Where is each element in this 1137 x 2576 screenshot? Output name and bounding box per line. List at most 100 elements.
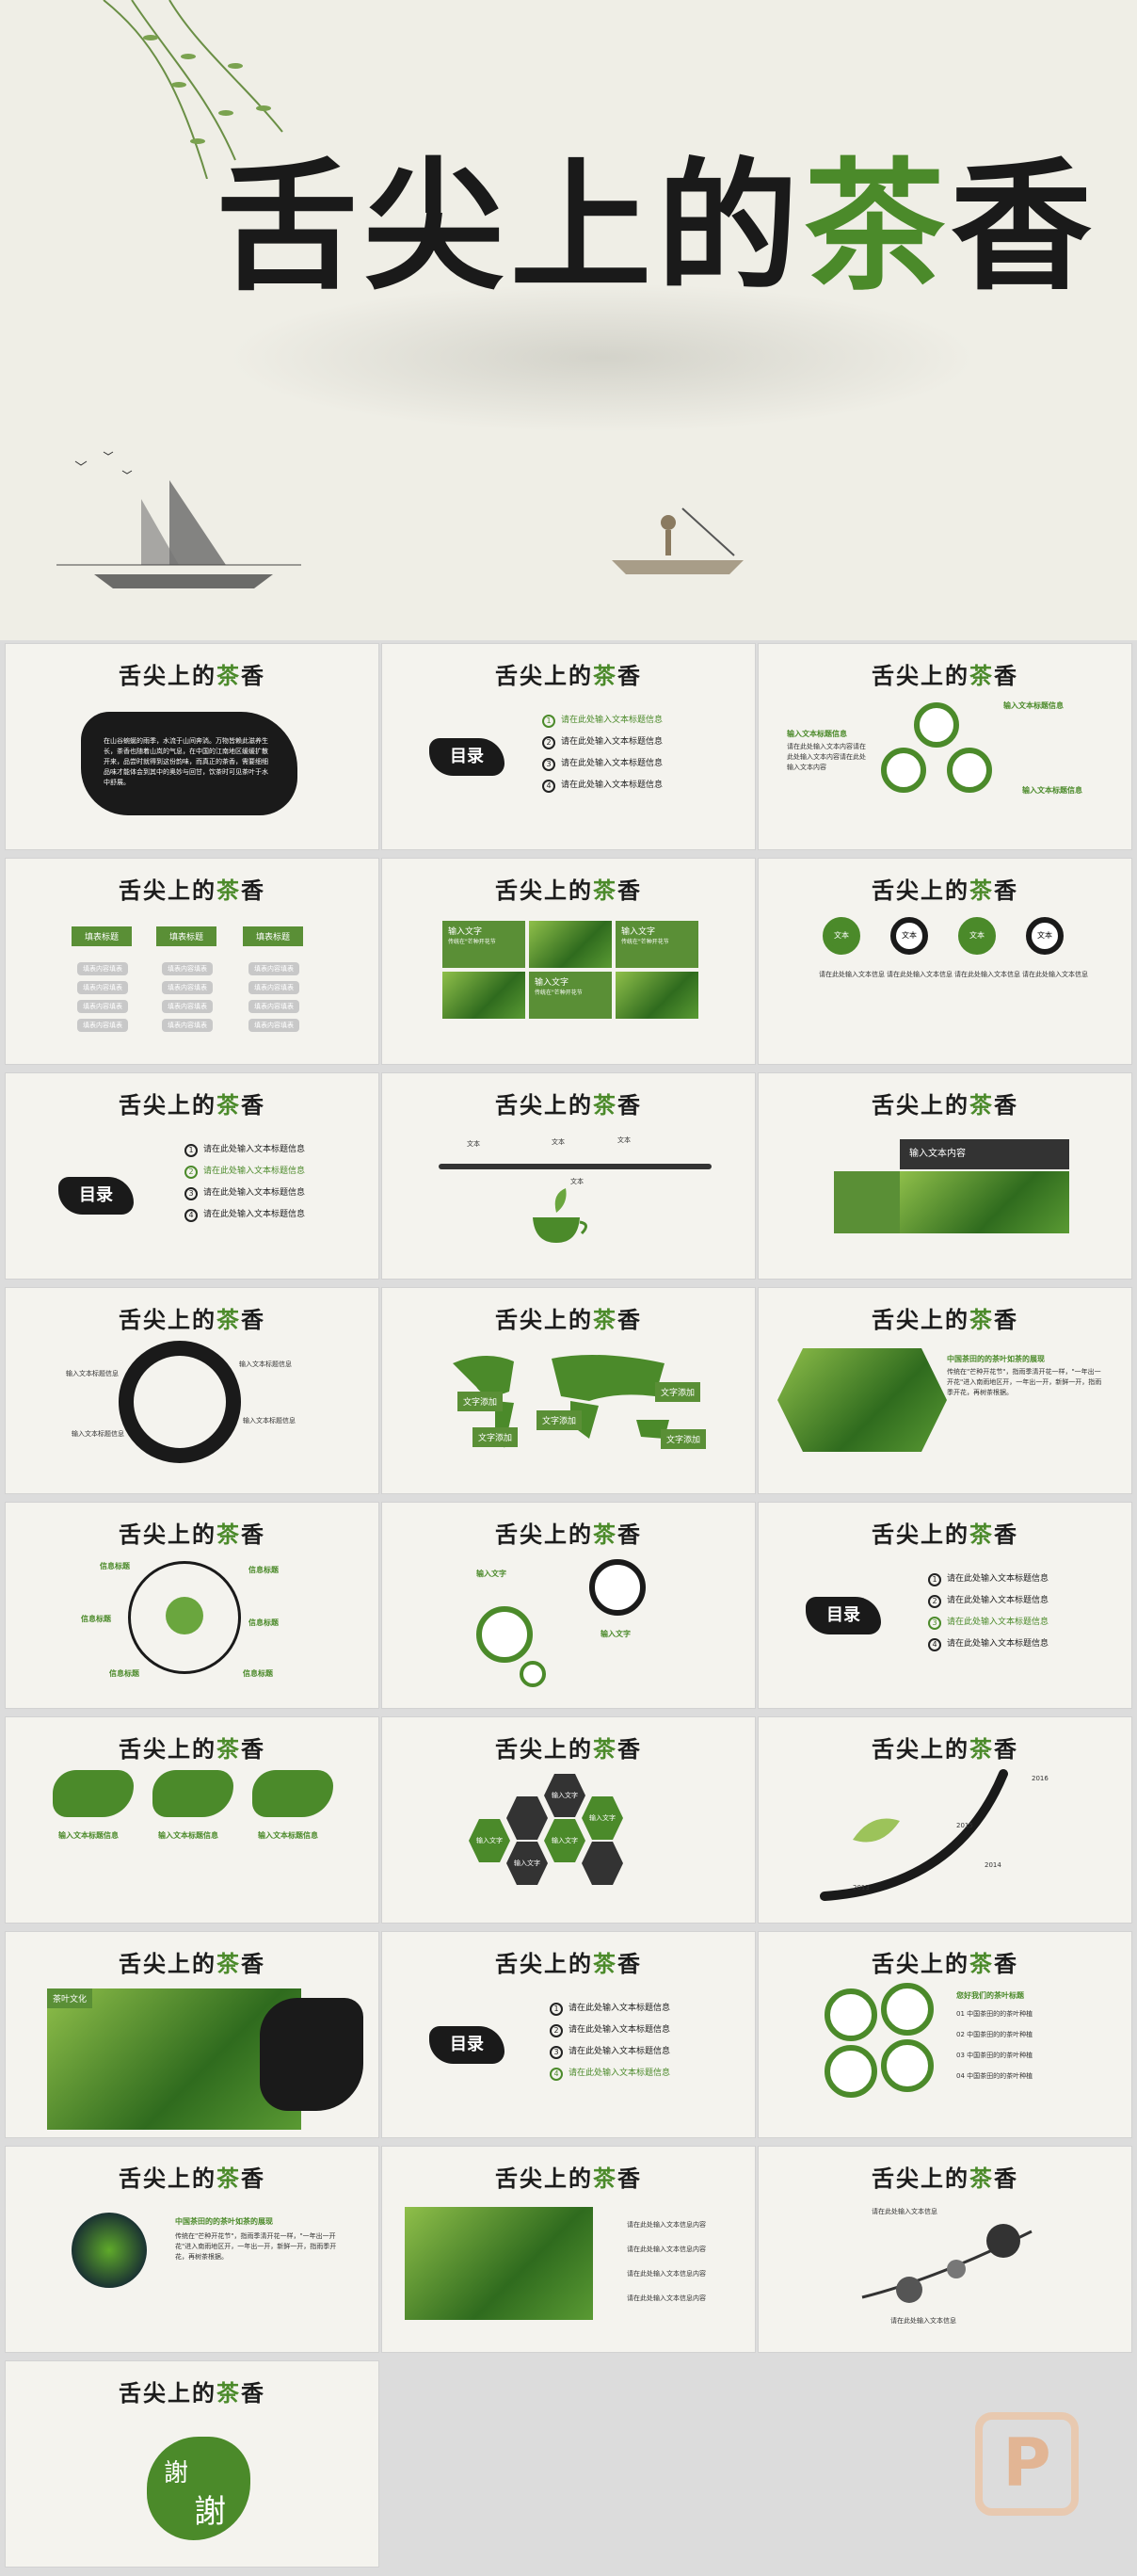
slide-years-curve[interactable]: 舌尖上的茶香 2016 2015 2014 2013 <box>758 1716 1132 1924</box>
slide-ink-flower[interactable]: 舌尖上的茶香 请在此处输入文本信息 请在此处输入文本信息 <box>758 2146 1132 2353</box>
logo-a: 舌尖上的 <box>119 662 216 689</box>
tea-cup-icon <box>533 1188 587 1243</box>
menu-list: 1 请在此处输入文本标题信息 2 请在此处输入文本标题信息 3 请在此处输入文本标题信… <box>542 710 663 797</box>
logo-a: 舌尖上的 <box>119 1091 216 1119</box>
tea-field-photo <box>529 921 612 968</box>
slide-ink-leaf[interactable]: 舌尖上的茶香 中国茶田的的茶叶如茶的展现 传统在"芒种开花节"，指雨季清开花一样… <box>5 2146 379 2353</box>
ink-flower-branch <box>861 2224 1033 2303</box>
menu-item[interactable]: 2 请在此处输入文本标题信息 <box>928 1590 1049 1612</box>
hex-cell <box>506 1796 548 1840</box>
menu-item[interactable]: 1 请在此处输入文本标题信息 <box>184 1139 305 1161</box>
slide-world-map[interactable]: 舌尖上的茶香 文字添加 文字添加 文字添加 文字添加 文字添加 <box>381 1287 756 1494</box>
photo-tag: 茶叶文化 <box>47 1988 93 2008</box>
green-ring <box>881 2039 934 2092</box>
menu-item[interactable]: 3 请在此处输入文本标题信息 <box>542 753 663 775</box>
logo-c: 香 <box>617 1950 642 1977</box>
logo-c: 香 <box>994 1521 1018 1548</box>
slide-ink-circle[interactable]: 舌尖上的茶香 输入文本标题信息 输入文本标题信息 输入文本标题信息 输入文本标题… <box>5 1287 379 1494</box>
table-tab[interactable]: 填表标题 <box>243 926 303 946</box>
slide-timeline-cup[interactable]: 舌尖上的茶香 文本 文本 文本 文本 <box>381 1072 756 1280</box>
logo-b: 茶 <box>593 877 617 904</box>
slide-four-rings[interactable]: 舌尖上的茶香 文本 文本 文本 文本 请在此处输入文本信息 请在此处输入文本信息… <box>758 858 1132 1065</box>
slide-four-circles-list[interactable]: 舌尖上的茶香 您好我们的茶叶标题 01 中国茶田的的茶叶种植 02 中国茶田的的… <box>758 1931 1132 2138</box>
right-title-2: 输入文本标题信息 <box>1022 786 1082 795</box>
slide-photo-grid[interactable]: 舌尖上的茶香 输入文字 传统在"芒种开花节 输入文字 传统在"芒种开花节 输入文字传… <box>381 858 756 1065</box>
slide-big-photo[interactable]: 舌尖上的茶香 茶叶文化 <box>5 1931 379 2138</box>
slide-logo: 舌尖上的茶香 <box>382 1301 755 1334</box>
watermark-logo: P <box>975 2412 1079 2516</box>
tea-ring <box>914 702 959 748</box>
menu-item[interactable]: 4 请在此处输入文本标题信息 <box>550 2063 670 2085</box>
mountain-mist <box>226 282 979 433</box>
slide-logo: 舌尖上的茶香 <box>6 657 378 690</box>
slide-table[interactable]: 舌尖上的茶香 填表标题 填表标题 填表标题 填表内容填表 填表内容填表 填表内容… <box>5 858 379 1065</box>
menu-item[interactable]: 1 请在此处输入文本标题信息 <box>542 710 663 732</box>
table-tab[interactable]: 填表标题 <box>156 926 216 946</box>
logo-a: 舌尖上的 <box>495 662 593 689</box>
cycle-label: 信息标题 <box>109 1669 139 1678</box>
map-label: 文字添加 <box>661 1429 707 1449</box>
flower-label: 请在此处输入文本信息 <box>872 2208 937 2215</box>
splash-title: 输入文本标题信息 <box>158 1831 218 1840</box>
menu-item[interactable]: 3 请在此处输入文本标题信息 <box>550 2041 670 2063</box>
slide-photo-list[interactable]: 舌尖上的茶香 请在此处输入文本信息内容 请在此处输入文本信息内容 请在此处输入文… <box>381 2146 756 2353</box>
circle-label: 输入文本标题信息 <box>239 1360 292 1368</box>
menu-item-label: 请在此处输入文本标题信息 <box>947 1618 1049 1627</box>
table-cell: 填表内容填表 <box>248 981 299 994</box>
slide-logo: 舌尖上的茶香 <box>759 1516 1131 1549</box>
cycle-label: 信息标题 <box>248 1566 279 1574</box>
menu-item-label: 请在此处输入文本标题信息 <box>947 1639 1049 1649</box>
slide-hex-photo[interactable]: 舌尖上的茶香 中国茶田的的茶叶如茶的展现 传统在"芒种开花节"，指雨季清开花一样… <box>758 1287 1132 1494</box>
slide-intro[interactable]: 舌尖上的茶香 在山谷蜿蜒的雨季，水流于山间奔淌。万物皆赖此滋养生长，茶香也随着山… <box>5 643 379 850</box>
logo-c: 香 <box>241 1950 265 1977</box>
table-tab[interactable]: 填表标题 <box>72 926 132 946</box>
cycle-label: 信息标题 <box>81 1615 111 1623</box>
menu-item[interactable]: 4 请在此处输入文本标题信息 <box>542 775 663 797</box>
menu-item[interactable]: 3 请在此处输入文本标题信息 <box>184 1183 305 1204</box>
slide-three-splashes[interactable]: 舌尖上的茶香 输入文本标题信息 输入文本标题信息 输入文本标题信息 <box>5 1716 379 1924</box>
logo-b: 茶 <box>593 1735 617 1763</box>
logo-b: 茶 <box>593 1091 617 1119</box>
slide-logo: 舌尖上的茶香 <box>382 872 755 905</box>
slide-content-banner[interactable]: 舌尖上的茶香 输入文本内容 <box>758 1072 1132 1280</box>
menu-item[interactable]: 3 请在此处输入文本标题信息 <box>928 1612 1049 1634</box>
menu-item[interactable]: 4 请在此处输入文本标题信息 <box>928 1634 1049 1655</box>
splash-title: 输入文本标题信息 <box>58 1831 119 1840</box>
menu-item[interactable]: 1 请在此处输入文本标题信息 <box>550 1998 670 2020</box>
green-ink-splash <box>147 2437 250 2540</box>
logo-a: 舌尖上的 <box>495 877 593 904</box>
logo-a: 舌尖上的 <box>119 1306 216 1333</box>
menu-list: 1 请在此处输入文本标题信息 2 请在此处输入文本标题信息 3 请在此处输入文本标题信… <box>928 1569 1049 1655</box>
menu-item-label: 请在此处输入文本标题信息 <box>561 716 664 725</box>
menu-item[interactable]: 2 请在此处输入文本标题信息 <box>184 1161 305 1183</box>
slide-thanks[interactable]: 舌尖上的茶香 謝 謝 <box>5 2360 379 2568</box>
menu-item[interactable]: 1 请在此处输入文本标题信息 <box>928 1569 1049 1590</box>
table-cell: 填表内容填表 <box>162 962 213 975</box>
logo-c: 香 <box>241 1091 265 1119</box>
logo-b: 茶 <box>216 1521 241 1548</box>
slide-logo: 舌尖上的茶香 <box>759 1301 1131 1334</box>
logo-c: 香 <box>617 1521 642 1548</box>
title-part-2: 茶 <box>804 144 952 310</box>
slide-rings-text[interactable]: 舌尖上的茶香 输入文字 输入文字 <box>381 1502 756 1709</box>
menu-item[interactable]: 4 请在此处输入文本标题信息 <box>184 1204 305 1226</box>
text-ring: 文本 <box>958 917 996 955</box>
text-box: 输入文字 传统在"芒种开花节 <box>616 921 698 968</box>
table-cell: 填表内容填表 <box>77 962 128 975</box>
text-box-desc: 传统在"芒种开花节 <box>448 939 496 945</box>
logo-c: 香 <box>994 1735 1018 1763</box>
slide-logo: 舌尖上的茶香 <box>759 2160 1131 2193</box>
slide-flower-cycle[interactable]: 舌尖上的茶香 信息标题 信息标题 信息标题 信息标题 信息标题 信息标题 <box>5 1502 379 1709</box>
slide-hexagons[interactable]: 舌尖上的茶香 输入文字 输入文字 输入文字 输入文字 输入文字 <box>381 1716 756 1924</box>
menu-item[interactable]: 2 请在此处输入文本标题信息 <box>542 732 663 753</box>
cover-slide[interactable]: 舌尖上的茶香 <box>0 0 1137 640</box>
thanks-char-2: 謝 <box>194 2493 226 2531</box>
tea-plantation-photo <box>777 1348 947 1452</box>
menu-item[interactable]: 2 请在此处输入文本标题信息 <box>550 2020 670 2041</box>
slide-rings-3[interactable]: 舌尖上的茶香 输入文本标题信息 请在此处输入文本内容请在此处输入文本内容请在此处… <box>758 643 1132 850</box>
cycle-label: 信息标题 <box>100 1562 130 1570</box>
